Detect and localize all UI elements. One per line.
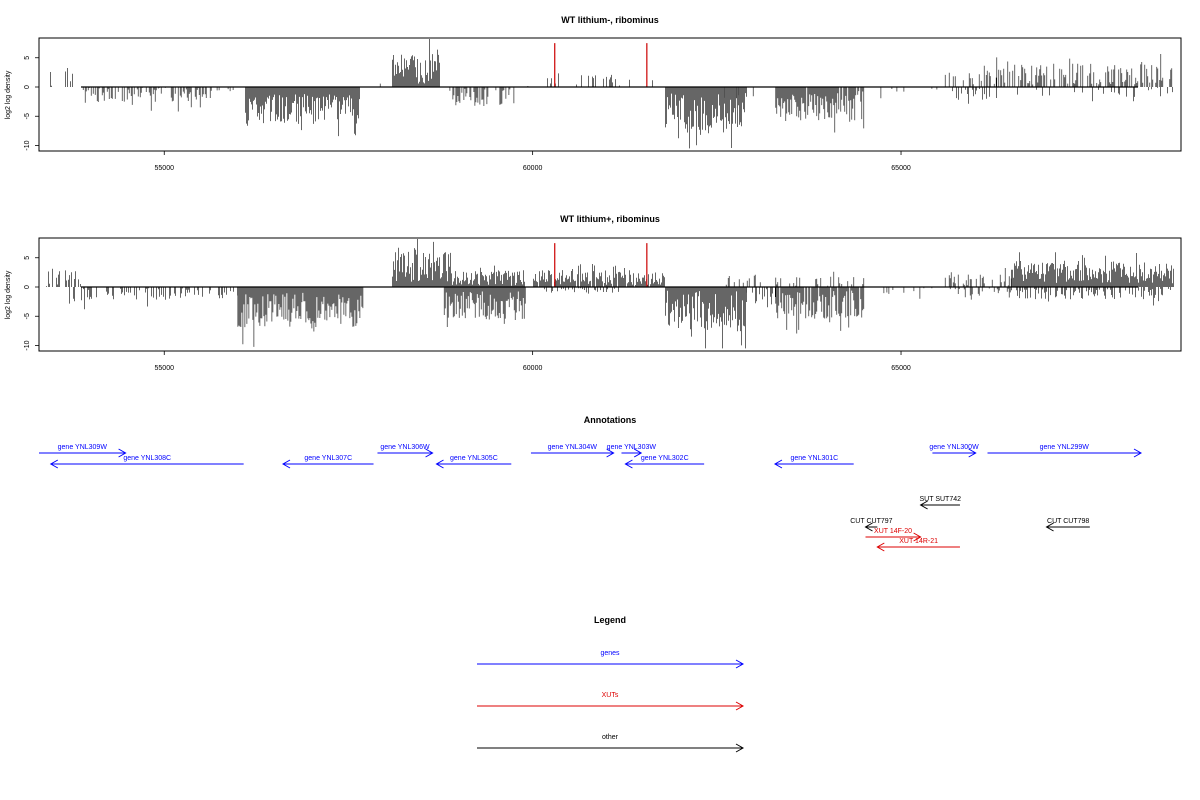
legend-arrowhead [735,701,745,711]
feature-label: gene YNL303W [607,444,657,451]
feature-label: gene YNL308C [123,455,171,462]
panel-1-title: WT lithium-, ribominus [561,15,659,25]
panel-2-y-axis: 5 0 -5 -10 [24,256,40,351]
feature-arrowhead [913,532,922,542]
panel-lithium-minus: WT lithium-, ribominus 55000 60000 65000 5… [5,15,1182,172]
feature-label: CUT CUT798 [1047,518,1089,525]
y-tick-label: 0 [24,85,31,89]
x-tick-label: 60000 [523,165,543,172]
feature-arrowhead [425,448,434,458]
feature-arrowhead [876,542,885,552]
feature-label: CUT CUT797 [850,518,892,525]
feature-arrowhead [282,459,291,469]
y-tick-label: -5 [24,313,31,319]
x-tick-label: 65000 [891,365,911,372]
y-tick-label: -10 [24,140,31,150]
feature-arrowhead [773,459,783,469]
legend-arrowhead [735,659,745,669]
feature-label: XUT 14F-20 [874,528,912,535]
panel-2-title: WT lithium+, ribominus [560,214,660,224]
feature-arrowhead [606,448,615,458]
legend-label: other [602,734,619,741]
panel-1-y-label: log2 log density [5,70,12,119]
feature-label: gene YNL299W [1040,444,1090,451]
feature-arrowhead [624,459,633,469]
legend: Legend genes XUTs other [477,615,745,753]
panel-2-frame [38,237,1182,352]
feature-arrowhead [864,522,873,532]
y-tick-label: -10 [24,340,31,350]
y-tick-label: -5 [24,113,31,119]
legend-arrowhead [735,743,745,753]
feature-label: gene YNL304W [548,444,598,451]
panel-1-x-axis: 55000 60000 65000 [155,151,911,172]
feature-arrowhead [633,448,643,458]
panel-2-x-axis: 55000 60000 65000 [155,351,911,372]
x-tick-label: 60000 [523,365,543,372]
feature-label: gene YNL305C [450,455,498,462]
feature-arrowhead [118,448,127,458]
x-tick-label: 55000 [155,165,175,172]
feature-arrowhead [919,500,928,510]
annotation-features: gene YNL309W gene YNL308C gene YNL307C gene… [39,444,1143,552]
panel-lithium-plus: WT lithium+, ribominus 55000 60000 65000 5… [5,214,1182,372]
legend-label: XUTs [602,692,619,699]
feature-label: gene YNL309W [58,444,108,451]
panel-1-y-axis: 5 0 -5 -10 [24,56,40,151]
feature-arrowhead [435,459,444,469]
feature-arrowhead [968,448,977,458]
panel-2-y-label: log2 log density [5,270,12,319]
y-tick-label: 5 [24,256,31,260]
panel-1-bars [50,39,1173,149]
legend-label: genes [600,650,620,657]
feature-arrowhead [1133,448,1143,458]
feature-label: gene YNL301C [790,455,838,462]
feature-arrowhead [1045,522,1054,532]
y-tick-label: 5 [24,56,31,60]
legend-title: Legend [594,615,626,625]
feature-arrowhead [49,459,59,469]
feature-label: gene YNL307C [304,455,352,462]
annotations-title: Annotations [584,415,637,425]
panel-2-bars [46,239,1174,349]
x-tick-label: 55000 [155,365,175,372]
legend-items: genes XUTs other [477,650,745,753]
feature-label: XUT 14R-21 [899,538,938,545]
feature-label: gene YNL306W [380,444,430,451]
feature-label: gene YNL300W [929,444,979,451]
x-tick-label: 65000 [891,165,911,172]
feature-label: SUT SUT742 [920,496,962,503]
y-tick-label: 0 [24,285,31,289]
feature-label: gene YNL302C [641,455,689,462]
